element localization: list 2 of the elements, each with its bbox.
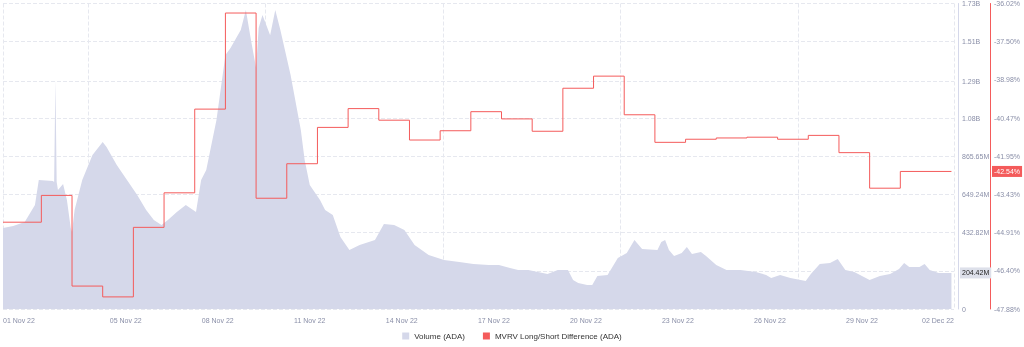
legend-label: MVRV Long/Short Difference (ADA) [494, 331, 623, 341]
legend-label: Volume (ADA) [414, 331, 466, 341]
